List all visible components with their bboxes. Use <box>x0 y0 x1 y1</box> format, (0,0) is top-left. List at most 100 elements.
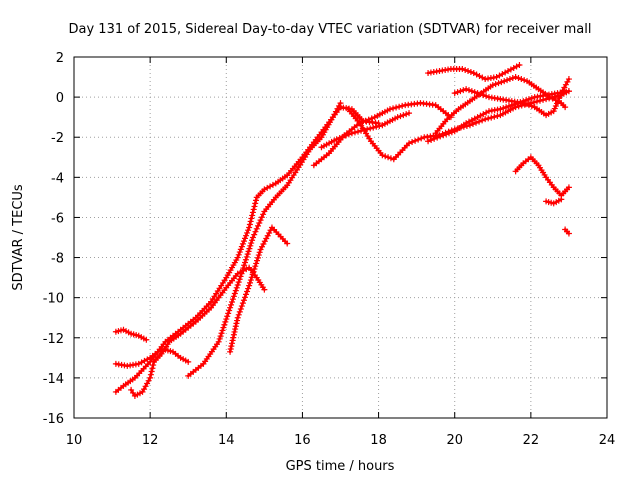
x-tick-label: 12 <box>142 433 159 448</box>
data-point-marker <box>128 386 135 393</box>
data-point-marker <box>409 139 416 146</box>
data-point-marker <box>351 129 358 136</box>
data-point-marker <box>491 113 498 120</box>
data-point-marker <box>242 259 249 266</box>
data-point-marker <box>506 76 513 83</box>
data-point-marker <box>258 214 265 221</box>
series-trace <box>514 156 571 197</box>
data-point-marker <box>238 243 245 250</box>
data-point-marker <box>249 237 256 244</box>
series-arc-12 <box>432 74 569 137</box>
series-arc-10 <box>425 62 523 83</box>
data-point-marker <box>130 389 137 396</box>
x-tick-label: 20 <box>446 433 463 448</box>
data-point-marker <box>235 251 242 258</box>
data-point-marker <box>234 254 241 261</box>
data-point-marker <box>217 333 224 340</box>
data-point-marker <box>234 281 241 288</box>
data-point-marker <box>215 338 222 345</box>
data-point-marker <box>448 129 455 136</box>
data-point-marker <box>400 112 407 119</box>
data-point-marker <box>243 232 250 239</box>
data-point-marker <box>501 78 508 85</box>
data-point-marker <box>428 137 435 144</box>
data-point-marker <box>528 95 535 102</box>
data-point-marker <box>443 131 450 138</box>
data-point-marker <box>220 324 227 331</box>
data-point-marker <box>252 228 259 235</box>
data-point-marker <box>418 135 425 142</box>
data-point-marker <box>525 102 532 109</box>
data-point-marker <box>336 135 343 142</box>
data-point-marker <box>492 81 499 88</box>
data-point-marker <box>252 200 259 207</box>
data-point-marker <box>512 104 519 111</box>
data-point-marker <box>503 104 510 111</box>
data-point-marker <box>565 230 572 237</box>
data-point-marker <box>251 203 258 210</box>
data-point-marker <box>565 184 572 191</box>
data-point-marker <box>387 155 394 162</box>
series-arc-3 <box>112 104 382 395</box>
data-point-marker <box>249 271 256 278</box>
data-point-marker <box>251 265 258 272</box>
data-point-marker <box>237 305 244 312</box>
data-point-marker <box>228 299 235 306</box>
data-point-marker <box>237 273 244 280</box>
data-point-marker <box>149 365 156 372</box>
data-point-marker <box>150 362 157 369</box>
data-point-marker <box>240 297 247 304</box>
data-point-marker <box>373 123 380 130</box>
data-point-marker <box>473 119 480 126</box>
data-point-marker <box>241 294 248 301</box>
data-point-marker <box>248 215 255 222</box>
series-arc-14 <box>512 154 572 199</box>
data-point-marker <box>509 75 516 82</box>
data-point-marker <box>256 249 263 256</box>
y-tick-label: -4 <box>51 171 64 186</box>
data-point-marker <box>399 102 406 109</box>
data-point-marker <box>451 90 458 97</box>
data-point-marker <box>284 240 291 247</box>
x-tick-label: 24 <box>599 433 616 448</box>
data-point-marker <box>474 90 481 97</box>
series-trace <box>228 226 289 354</box>
data-point-marker <box>396 103 403 110</box>
data-point-marker <box>244 288 251 295</box>
data-point-marker <box>247 279 254 286</box>
data-point-marker <box>530 99 537 106</box>
data-point-marker <box>241 262 248 269</box>
data-point-marker <box>227 348 234 355</box>
y-axis-label: SDTVAR / TECUs <box>11 184 26 291</box>
data-point-marker <box>253 225 260 232</box>
data-point-marker <box>248 274 255 281</box>
data-point-marker <box>261 286 268 293</box>
data-point-marker <box>231 290 238 297</box>
data-point-marker <box>483 93 490 100</box>
series-arc-4 <box>128 264 268 399</box>
data-point-marker <box>239 267 246 274</box>
data-point-marker <box>227 345 234 352</box>
data-point-marker <box>221 321 228 328</box>
data-point-marker <box>370 124 377 131</box>
data-point-marker <box>469 120 476 127</box>
data-point-marker <box>565 76 572 83</box>
data-point-marker <box>238 270 245 277</box>
data-point-marker <box>468 88 475 95</box>
data-point-marker <box>223 316 230 323</box>
data-point-marker <box>337 100 344 107</box>
series-arc-5 <box>185 100 344 379</box>
data-point-marker <box>260 211 267 218</box>
data-point-marker <box>431 135 438 142</box>
data-point-marker <box>505 103 512 110</box>
data-point-marker <box>244 229 251 236</box>
data-point-marker <box>234 314 241 321</box>
data-point-marker <box>246 224 253 231</box>
data-point-marker <box>462 67 469 74</box>
data-point-marker <box>339 133 346 140</box>
data-point-marker <box>562 104 569 111</box>
data-point-marker <box>406 110 413 117</box>
series-arc-1 <box>112 326 150 343</box>
data-point-marker <box>385 154 392 161</box>
data-point-marker <box>242 256 249 263</box>
